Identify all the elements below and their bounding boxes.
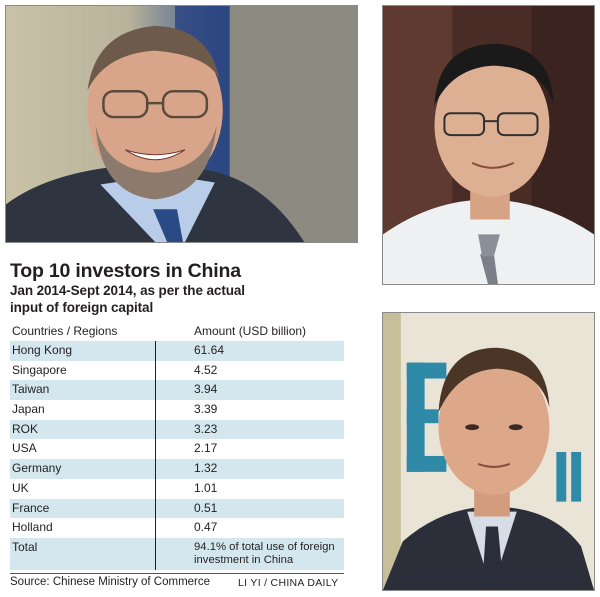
table-row: UK 1.01 bbox=[10, 478, 344, 499]
country-name: Hong Kong bbox=[10, 341, 156, 361]
table-row: Germany 1.32 bbox=[10, 459, 344, 479]
portrait-photo-bearded-man bbox=[5, 5, 358, 243]
table-row-total: Total 94.1% of total use of foreign inve… bbox=[10, 537, 344, 570]
amount-value: 3.39 bbox=[194, 402, 218, 417]
amount-value: 0.51 bbox=[194, 500, 218, 515]
amount-value: 1.01 bbox=[194, 480, 218, 495]
source-note: Source: Chinese Ministry of Commerce bbox=[10, 576, 211, 588]
amount-value: 4.52 bbox=[194, 362, 218, 377]
amount-value: 1.32 bbox=[194, 461, 218, 476]
investors-table: Countries / Regions Amount (USD billion)… bbox=[10, 322, 344, 570]
country-name: UK bbox=[10, 478, 156, 499]
table-row: Hong Kong 61.64 bbox=[10, 341, 344, 361]
country-name: USA bbox=[10, 439, 156, 460]
infographic-subtitle-line1: Jan 2014-Sept 2014, as per the actual bbox=[10, 283, 245, 298]
amount-value: 3.94 bbox=[194, 382, 218, 397]
table-row: Japan 3.39 bbox=[10, 400, 344, 420]
total-label: Total bbox=[10, 537, 156, 570]
amount-value: 0.47 bbox=[194, 520, 218, 535]
country-name: Germany bbox=[10, 459, 156, 479]
table-row: France 0.51 bbox=[10, 498, 344, 519]
country-name: Singapore bbox=[10, 360, 156, 381]
table-row: USA 2.17 bbox=[10, 439, 344, 460]
graphic-credit: LI YI / CHINA DAILY bbox=[238, 577, 339, 589]
column-header-amount: Amount (USD billion) bbox=[194, 324, 307, 338]
portrait-photo-man-suit bbox=[382, 312, 595, 591]
country-name: Holland bbox=[10, 518, 156, 538]
infographic-title: Top 10 investors in China bbox=[10, 260, 241, 282]
country-name: Taiwan bbox=[10, 380, 156, 401]
column-header-countries: Countries / Regions bbox=[12, 324, 118, 338]
country-name: France bbox=[10, 498, 156, 519]
table-row: Singapore 4.52 bbox=[10, 360, 344, 381]
table-row: Holland 0.47 bbox=[10, 518, 344, 538]
footer-divider bbox=[10, 573, 344, 574]
amount-value: 3.23 bbox=[194, 421, 218, 436]
total-value: 94.1% of total use of foreign investment… bbox=[194, 540, 335, 566]
portrait-photo-man-glasses bbox=[382, 5, 595, 285]
amount-value: 61.64 bbox=[194, 343, 225, 357]
country-name: ROK bbox=[10, 419, 156, 440]
infographic-header: Top 10 investors in China Jan 2014-Sept … bbox=[10, 260, 350, 316]
infographic-subtitle-line2: input of foreign capital bbox=[10, 300, 154, 315]
table-row: Taiwan 3.94 bbox=[10, 380, 344, 401]
amount-value: 2.17 bbox=[194, 441, 218, 456]
country-name: Japan bbox=[10, 400, 156, 420]
table-header: Countries / Regions Amount (USD billion) bbox=[10, 322, 344, 341]
table-row: ROK 3.23 bbox=[10, 419, 344, 440]
